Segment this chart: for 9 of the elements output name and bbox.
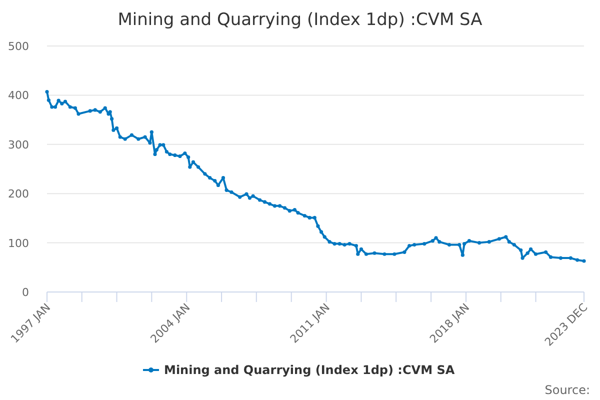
y-tick-label: 400 bbox=[8, 89, 29, 102]
chart-title: Mining and Quarrying (Index 1dp) :CVM SA bbox=[118, 10, 483, 30]
y-tick-label: 200 bbox=[8, 188, 29, 201]
y-tick-label: 100 bbox=[8, 236, 29, 250]
legend-label: Mining and Quarrying (Index 1dp) :CVM SA bbox=[164, 363, 456, 377]
source-note: Source: bbox=[544, 383, 590, 397]
y-tick-label: 0 bbox=[22, 286, 29, 299]
y-tick-label: 300 bbox=[8, 138, 29, 152]
y-tick-label: 500 bbox=[8, 40, 29, 53]
